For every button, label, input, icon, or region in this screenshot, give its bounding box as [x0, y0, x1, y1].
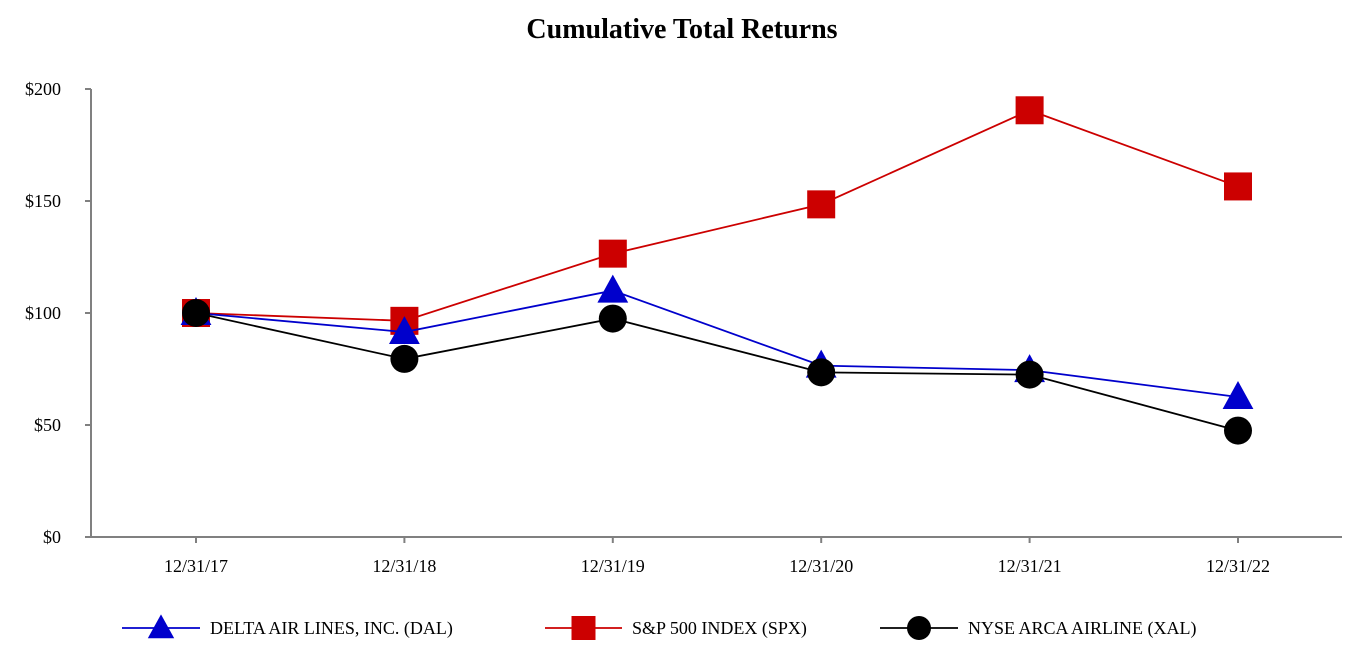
chart-title: Cumulative Total Returns [526, 14, 838, 45]
y-tick-label: $0 [43, 527, 61, 547]
series-square [182, 96, 1252, 335]
series-triangle [180, 274, 1254, 409]
data-point-triangle [389, 316, 420, 345]
data-point-square [598, 239, 627, 268]
legend-marker-triangle [147, 614, 175, 639]
series-line [195, 312, 1239, 432]
y-tick-label: $50 [34, 415, 61, 435]
y-tick-label: $150 [25, 191, 61, 211]
legend-item: DELTA AIR LINES, INC. (DAL) [122, 614, 453, 639]
data-point-circle [1015, 360, 1044, 389]
data-point-circle [598, 304, 627, 333]
legend-label: DELTA AIR LINES, INC. (DAL) [210, 618, 453, 639]
y-tick-label: $100 [25, 303, 61, 323]
legend-label: NYSE ARCA AIRLINE (XAL) [968, 618, 1197, 639]
x-tick-label: 12/31/22 [1206, 556, 1270, 576]
chart-axes: $0 $50 $100 $150 $200 12/31/17 12/31/18 12/31/1… [25, 79, 1342, 576]
legend-marker-circle [907, 616, 931, 640]
series-line [195, 109, 1239, 322]
data-point-circle [1224, 416, 1252, 445]
series-line [195, 289, 1239, 398]
series-circle [182, 299, 1252, 445]
data-point-circle [182, 299, 210, 327]
data-point-square [1224, 172, 1252, 201]
legend-item: S&P 500 INDEX (SPX) [545, 616, 807, 640]
x-tick-label: 12/31/19 [581, 556, 645, 576]
legend-label: S&P 500 INDEX (SPX) [632, 618, 807, 639]
chart-legend: DELTA AIR LINES, INC. (DAL) S&P 500 INDEX… [122, 614, 1197, 640]
x-tick-label: 12/31/21 [998, 556, 1062, 576]
data-point-triangle [597, 274, 629, 303]
data-point-square [807, 190, 836, 219]
legend-item: NYSE ARCA AIRLINE (XAL) [880, 616, 1197, 640]
data-point-circle [390, 344, 419, 373]
x-tick-label: 12/31/18 [372, 556, 436, 576]
data-point-triangle [1222, 381, 1254, 409]
data-point-square [1015, 96, 1044, 125]
x-tick-label: 12/31/17 [164, 556, 228, 576]
chart-series [180, 96, 1254, 445]
y-tick-label: $200 [25, 79, 61, 99]
legend-marker-square [571, 616, 596, 640]
data-point-circle [807, 358, 836, 387]
x-tick-label: 12/31/20 [789, 556, 853, 576]
